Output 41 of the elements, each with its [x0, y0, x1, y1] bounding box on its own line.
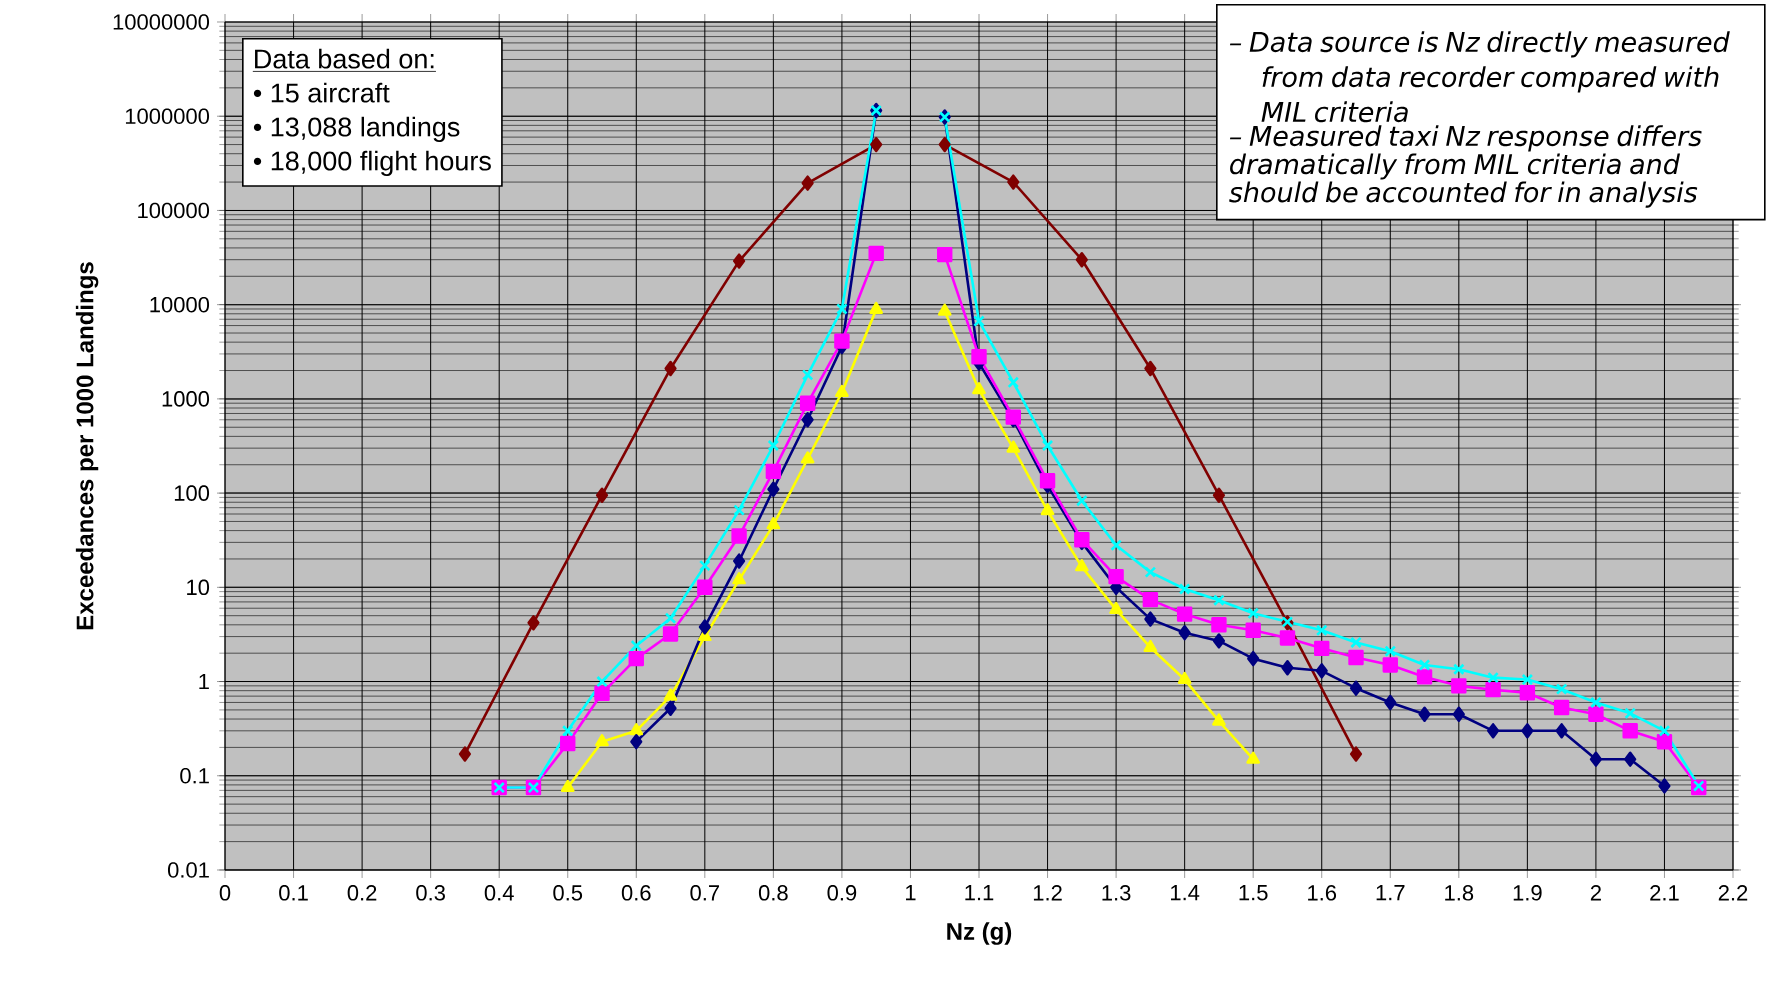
annotation: • 18,000 flight hours — [253, 150, 491, 176]
x-tick-label: 0.2 — [347, 885, 377, 901]
annotation: • 13,088 landings — [253, 116, 460, 142]
x-tick-label: 2 — [1590, 885, 1601, 901]
x-tick-label: 0.9 — [827, 885, 857, 901]
x-tick-label: 1.2 — [1033, 885, 1062, 901]
x-tick-label: 0.8 — [758, 885, 788, 901]
x-tick-label: 0.3 — [416, 885, 445, 901]
x-tick-label: 0.1 — [279, 885, 308, 901]
annotation: – Data source is Nz directly measured from data recorder compared with MIL criteria — [1229, 31, 1730, 123]
y-tick-label: 1 — [199, 673, 209, 690]
x-tick-label: 1.9 — [1513, 885, 1542, 901]
x-tick-label: 1.3 — [1102, 885, 1131, 901]
x-tick-label: 0.4 — [484, 885, 514, 901]
x-tick-label: 2.2 — [1718, 885, 1748, 901]
y-tick-label: 0.01 — [167, 862, 209, 878]
x-tick-label: 1.7 — [1376, 885, 1405, 901]
y-tick-label: 100 — [174, 485, 210, 501]
x-tick-label: 0.5 — [553, 885, 583, 901]
x-tick-label: 1.1 — [965, 885, 994, 901]
x-tick-label: 1.5 — [1239, 885, 1268, 901]
y-tick-label: 10 — [187, 579, 210, 596]
x-axis-title: Nz (g) — [947, 922, 1012, 945]
x-tick-label: 1.8 — [1445, 885, 1474, 901]
y-tick-label: 100000 — [138, 202, 210, 219]
y-tick-label: 1000 — [162, 391, 210, 407]
y-axis-title: Exceedances per 1000 Landings — [75, 262, 99, 630]
x-tick-label: 0 — [219, 885, 231, 901]
x-tick-label: 0.6 — [621, 885, 651, 901]
y-tick-label: 10000000 — [113, 14, 210, 30]
y-tick-label: 10000 — [150, 296, 210, 313]
y-tick-label: 0.1 — [180, 768, 209, 784]
x-tick-label: 0.7 — [690, 885, 720, 901]
annotation: – Measured taxi Nz response differs dramatically from MIL criteria and should be accounted for in analysis — [1229, 125, 1702, 208]
x-tick-label: 1.6 — [1308, 885, 1337, 901]
x-tick-label: 1.4 — [1171, 885, 1200, 901]
y-tick-label: 1000000 — [125, 108, 210, 125]
annotation: • 15 aircraft — [253, 82, 390, 103]
x-tick-label: 2.1 — [1650, 885, 1679, 901]
x-tick-label: 1 — [906, 885, 916, 901]
annotation: Data based on: — [255, 48, 434, 69]
